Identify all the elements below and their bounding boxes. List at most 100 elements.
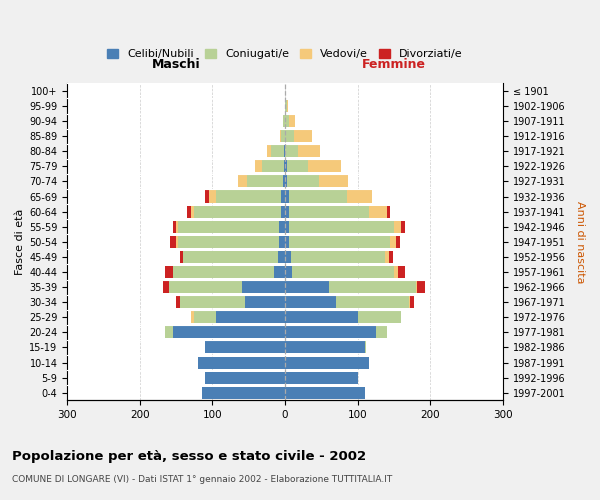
Bar [287,100,288,112]
Bar [180,251,184,263]
Bar [281,190,285,202]
Bar [416,281,417,293]
Bar [173,326,285,338]
Bar [398,266,405,278]
Text: Popolazione per età, sesso e stato civile - 2002: Popolazione per età, sesso e stato civil… [12,450,366,463]
Bar [289,236,391,248]
Bar [409,296,410,308]
Bar [287,160,308,172]
Bar [176,220,178,233]
Bar [163,281,169,293]
Bar [271,145,284,158]
Bar [280,220,285,233]
Bar [191,206,194,218]
Bar [292,266,394,278]
Text: Maschi: Maschi [152,58,200,71]
Bar [165,266,173,278]
Bar [389,251,392,263]
Bar [329,281,416,293]
Bar [205,190,209,202]
Bar [170,236,176,248]
Bar [294,130,312,142]
Bar [289,190,347,202]
Bar [285,281,329,293]
Bar [285,115,289,127]
Bar [347,190,372,202]
Bar [285,372,358,384]
Bar [291,251,385,263]
Bar [194,311,216,324]
Bar [178,220,280,233]
Bar [285,356,368,368]
Bar [176,296,180,308]
Bar [178,236,280,248]
Bar [194,206,281,218]
Bar [209,190,216,202]
Bar [319,176,348,188]
Bar [336,296,409,308]
Bar [358,311,401,324]
Bar [245,296,285,308]
Bar [285,386,365,399]
Bar [283,176,285,188]
Bar [278,251,285,263]
Bar [173,266,274,278]
Bar [394,220,401,233]
Bar [173,220,176,233]
Bar [365,342,367,353]
Bar [216,190,281,202]
Bar [169,281,242,293]
Bar [396,236,400,248]
Bar [280,130,281,142]
Bar [262,160,284,172]
Bar [274,266,285,278]
Bar [401,220,405,233]
Bar [285,206,289,218]
Bar [285,296,336,308]
Bar [238,176,247,188]
Bar [247,176,283,188]
Bar [368,206,387,218]
Bar [202,386,285,399]
Bar [285,130,294,142]
Bar [281,206,285,218]
Bar [198,356,285,368]
Bar [267,145,271,158]
Bar [176,236,178,248]
Text: Femmine: Femmine [362,58,426,71]
Bar [394,266,398,278]
Bar [285,326,376,338]
Bar [184,251,278,263]
Y-axis label: Fasce di età: Fasce di età [15,208,25,275]
Bar [417,281,425,293]
Bar [187,206,191,218]
Bar [376,326,387,338]
Bar [285,251,291,263]
Bar [298,145,320,158]
Bar [242,281,285,293]
Bar [180,296,245,308]
Bar [280,236,285,248]
Bar [284,145,285,158]
Bar [285,190,289,202]
Bar [205,372,285,384]
Bar [287,176,319,188]
Bar [410,296,413,308]
Bar [285,160,287,172]
Bar [285,100,287,112]
Bar [254,160,262,172]
Bar [285,145,298,158]
Y-axis label: Anni di nascita: Anni di nascita [575,200,585,283]
Bar [283,115,285,127]
Bar [391,236,396,248]
Bar [285,342,365,353]
Bar [285,311,358,324]
Bar [216,311,285,324]
Bar [289,206,368,218]
Bar [289,220,394,233]
Legend: Celibi/Nubili, Coniugati/e, Vedovi/e, Divorziati/e: Celibi/Nubili, Coniugati/e, Vedovi/e, Di… [103,44,467,64]
Text: COMUNE DI LONGARE (VI) - Dati ISTAT 1° gennaio 2002 - Elaborazione TUTTITALIA.IT: COMUNE DI LONGARE (VI) - Dati ISTAT 1° g… [12,475,392,484]
Bar [385,251,389,263]
Bar [281,130,285,142]
Bar [285,266,292,278]
